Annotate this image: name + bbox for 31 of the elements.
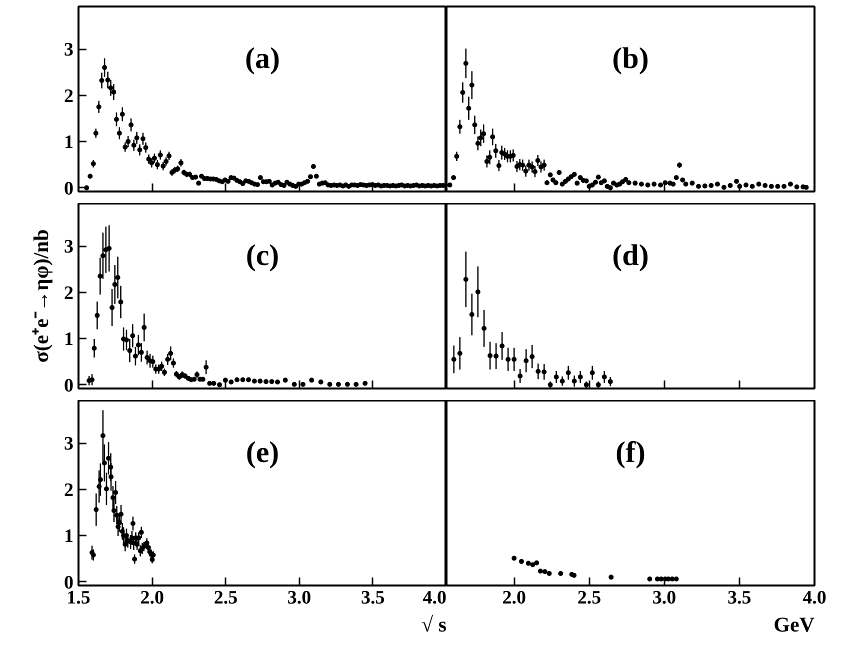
- y-tick-label: 1: [64, 132, 74, 154]
- annotation: (b): [612, 42, 649, 75]
- y-tick-label: 1: [64, 329, 74, 350]
- y-tick-label: 0: [64, 178, 74, 200]
- annotation: (e): [246, 436, 280, 469]
- x-tick-label: 4.0: [802, 588, 826, 608]
- x-tick-label: 2.5: [577, 588, 602, 608]
- annotation: (f): [616, 436, 646, 469]
- x-tick-label: 3.5: [728, 588, 752, 608]
- x-tick-label: 2.0: [140, 588, 164, 608]
- x-tick-label: 3.0: [652, 588, 676, 608]
- y-tick-label: 2: [64, 282, 74, 304]
- y-tick-label: 2: [64, 86, 74, 107]
- x-tick-label: 4.0: [422, 588, 446, 608]
- x-tick-label: 3.5: [361, 588, 385, 608]
- annotation: (d): [612, 238, 649, 272]
- y-tick-label: 1: [64, 526, 74, 548]
- y-tick-label: 3: [64, 40, 74, 61]
- x-tick-label: 2.5: [214, 588, 238, 608]
- y-tick-label: 0: [64, 375, 74, 396]
- y-axis-title: σ(e⁺e⁻→ηφ)/nb: [29, 229, 53, 363]
- x-axis-title: GeV: [774, 612, 815, 636]
- x-tick-label: 1.5: [66, 588, 90, 608]
- y-tick-label: 2: [64, 480, 74, 501]
- annotation: (c): [246, 238, 280, 272]
- annotation: (a): [245, 42, 280, 75]
- x-tick-label: 2.0: [502, 588, 526, 608]
- y-tick-label: 3: [64, 236, 74, 258]
- x-axis-title: √ s: [422, 612, 447, 636]
- y-tick-label: 3: [64, 434, 74, 455]
- x-tick-label: 3.0: [287, 588, 312, 608]
